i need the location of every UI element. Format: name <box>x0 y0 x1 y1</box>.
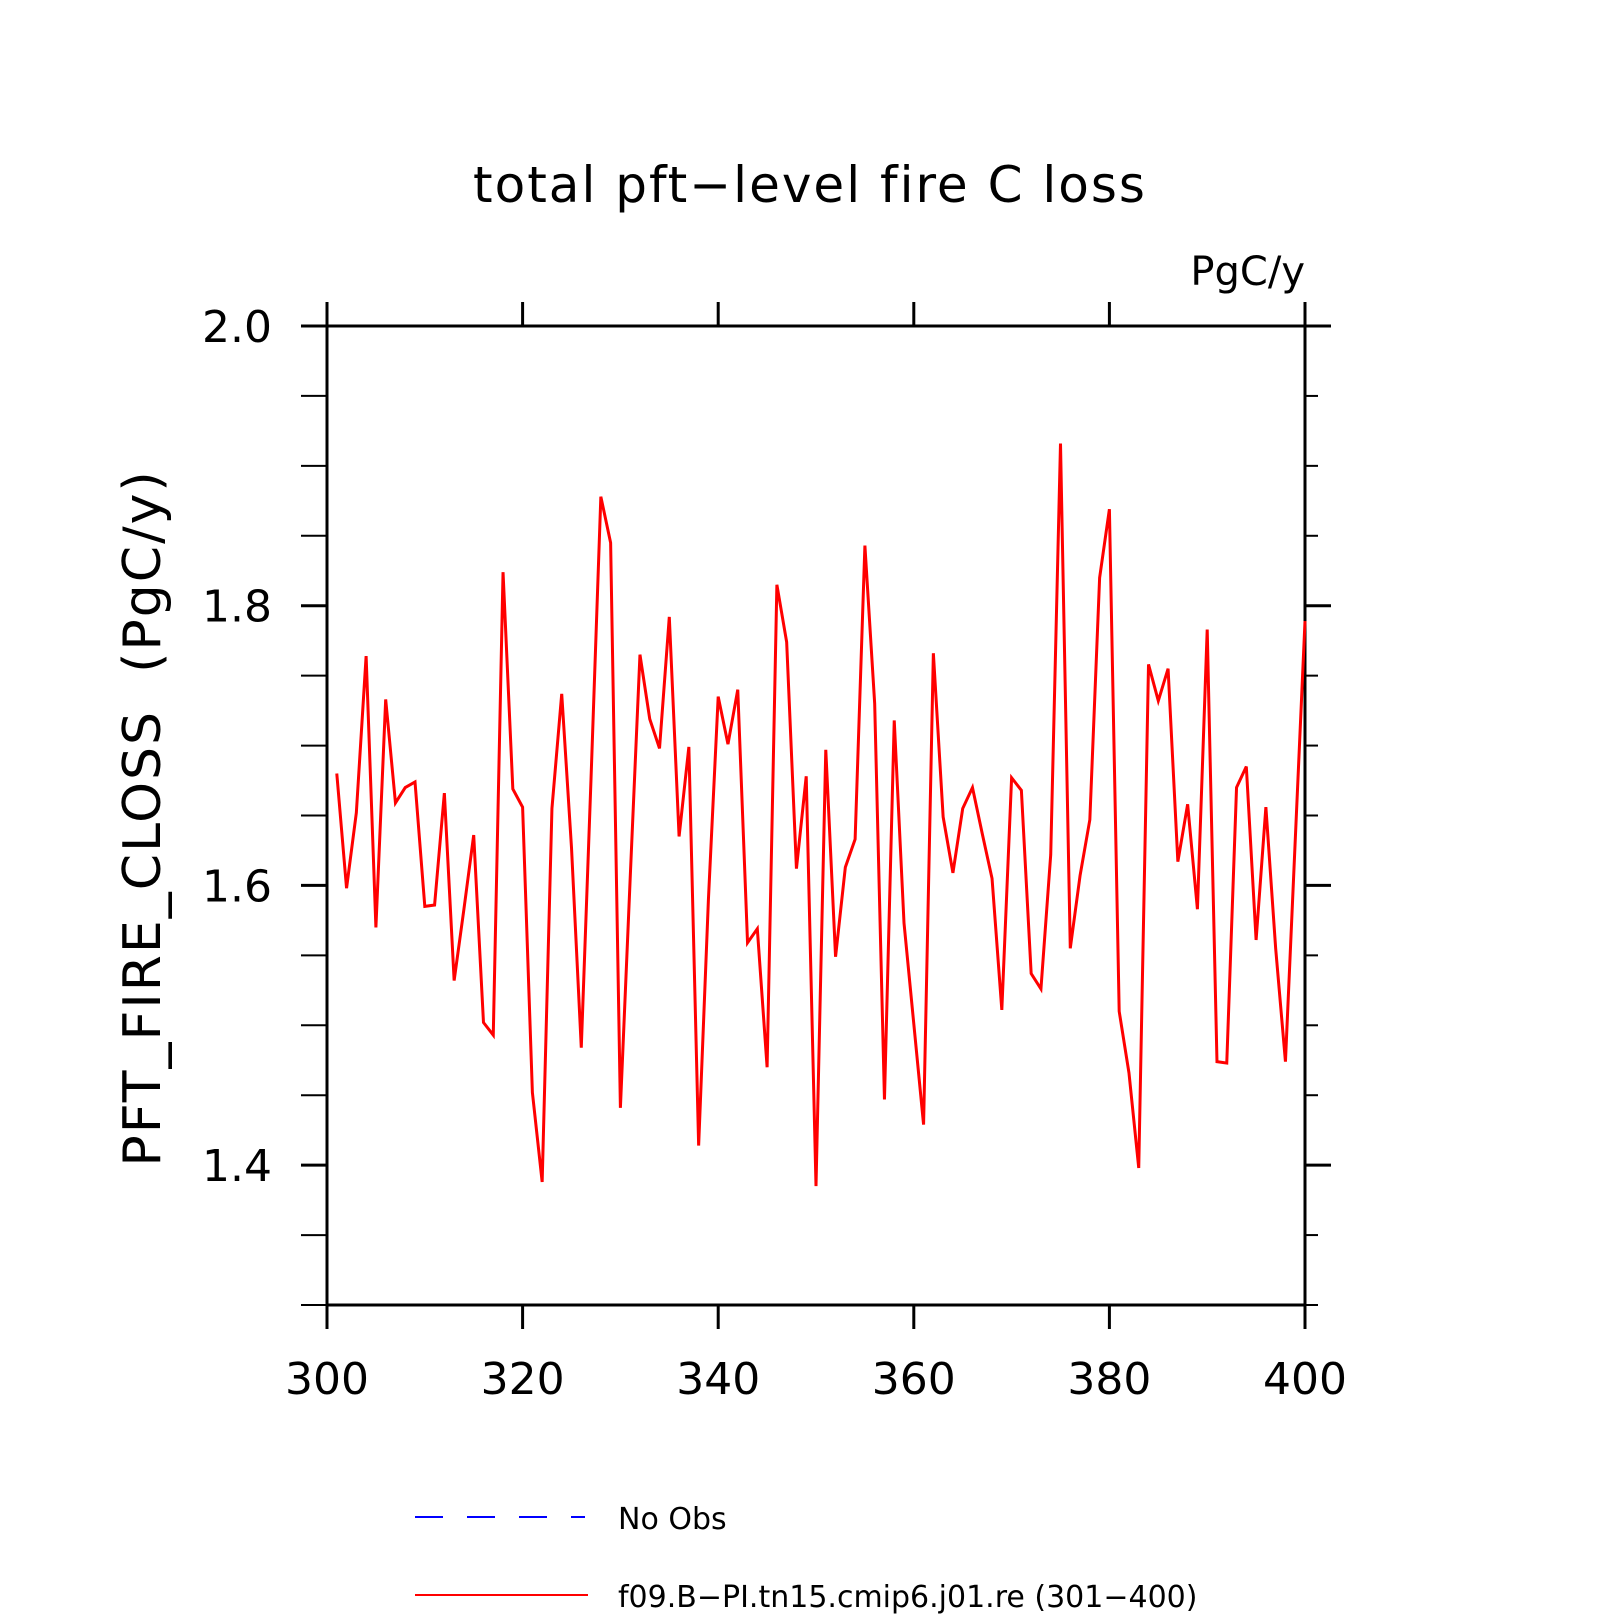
x-tick-label: 380 <box>1067 1354 1151 1405</box>
units-label: PgC/y <box>1190 249 1305 295</box>
legend: No Obs f09.B−PI.tn15.cmip6.j01.re (301−4… <box>415 1502 1197 1615</box>
y-tick-label: 2.0 <box>202 302 272 353</box>
legend-label-no-obs: No Obs <box>618 1502 727 1537</box>
chart-title: total pft−level fire C loss <box>473 156 1147 214</box>
x-tick-label: 360 <box>872 1354 956 1405</box>
y-tick-label: 1.6 <box>202 861 272 912</box>
axes: 1.4 1.6 1.8 2.0 300 320 340 360 380 400 <box>202 302 1347 1405</box>
series-line <box>335 443 1307 1187</box>
y-axis-label: PFT_FIRE_CLOSS (PgC/y) <box>113 469 173 1166</box>
x-tick-label: 340 <box>676 1354 760 1405</box>
y-tick-label: 1.8 <box>202 582 272 633</box>
y-tick-label: 1.4 <box>202 1141 272 1192</box>
x-tick-label: 400 <box>1263 1354 1347 1405</box>
legend-label-model: f09.B−PI.tn15.cmip6.j01.re (301−400) <box>618 1580 1197 1615</box>
x-tick-label: 300 <box>285 1354 369 1405</box>
series-layer <box>335 443 1307 1187</box>
x-tick-label: 320 <box>481 1354 565 1405</box>
